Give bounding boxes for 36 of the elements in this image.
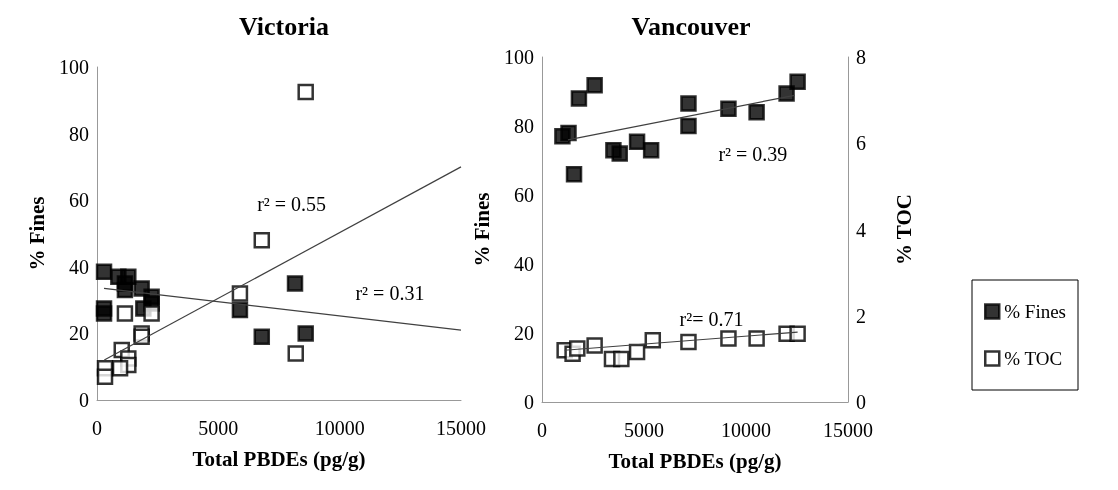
y2-tick-label: 4 bbox=[856, 218, 866, 241]
y-axis-title: % Fines bbox=[469, 192, 494, 267]
y-tick-label: 20 bbox=[514, 322, 534, 344]
y2-tick-label: 0 bbox=[856, 391, 866, 413]
x-tick-label: 10000 bbox=[314, 417, 365, 439]
y-tick-label: 100 bbox=[59, 56, 89, 78]
y-tick-label: 80 bbox=[69, 122, 89, 145]
x-tick-label: 15000 bbox=[436, 417, 486, 439]
x-axis-title: Total PBDEs (pg/g) bbox=[192, 446, 366, 471]
legend-label: % Fines bbox=[1004, 301, 1066, 322]
y-tick-label: 60 bbox=[69, 189, 89, 212]
y2-tick-label: 2 bbox=[856, 304, 866, 327]
x-tick-label: 5000 bbox=[624, 419, 664, 441]
y2-tick-label: 6 bbox=[856, 132, 866, 155]
x-tick-label: 10000 bbox=[721, 419, 771, 441]
y-tick-label: 60 bbox=[514, 184, 534, 206]
annotation: r² = 0.31 bbox=[355, 282, 425, 305]
y-axis-title: % Fines bbox=[24, 196, 49, 271]
y-tick-label: 0 bbox=[79, 389, 89, 411]
x-tick-label: 5000 bbox=[198, 417, 239, 439]
x-tick-label: 15000 bbox=[823, 419, 873, 441]
annotation: r² = 0.55 bbox=[257, 192, 327, 215]
annotation: r²= 0.71 bbox=[679, 308, 744, 331]
legend-label: % TOC bbox=[1004, 348, 1063, 369]
y-tick-label: 0 bbox=[524, 391, 534, 413]
x-axis-title: Total PBDEs (pg/g) bbox=[608, 448, 782, 473]
y-tick-label: 100 bbox=[504, 46, 534, 68]
y2-axis-title: % TOC bbox=[891, 194, 916, 265]
chart-title: Vancouver bbox=[631, 11, 751, 41]
y-tick-label: 20 bbox=[69, 322, 89, 345]
chart-title: Victoria bbox=[239, 11, 329, 41]
y-tick-label: 40 bbox=[514, 253, 534, 275]
y-tick-label: 40 bbox=[69, 255, 89, 278]
y2-tick-label: 8 bbox=[856, 46, 866, 68]
annotation: r² = 0.39 bbox=[718, 142, 788, 165]
y-tick-label: 80 bbox=[514, 115, 534, 137]
